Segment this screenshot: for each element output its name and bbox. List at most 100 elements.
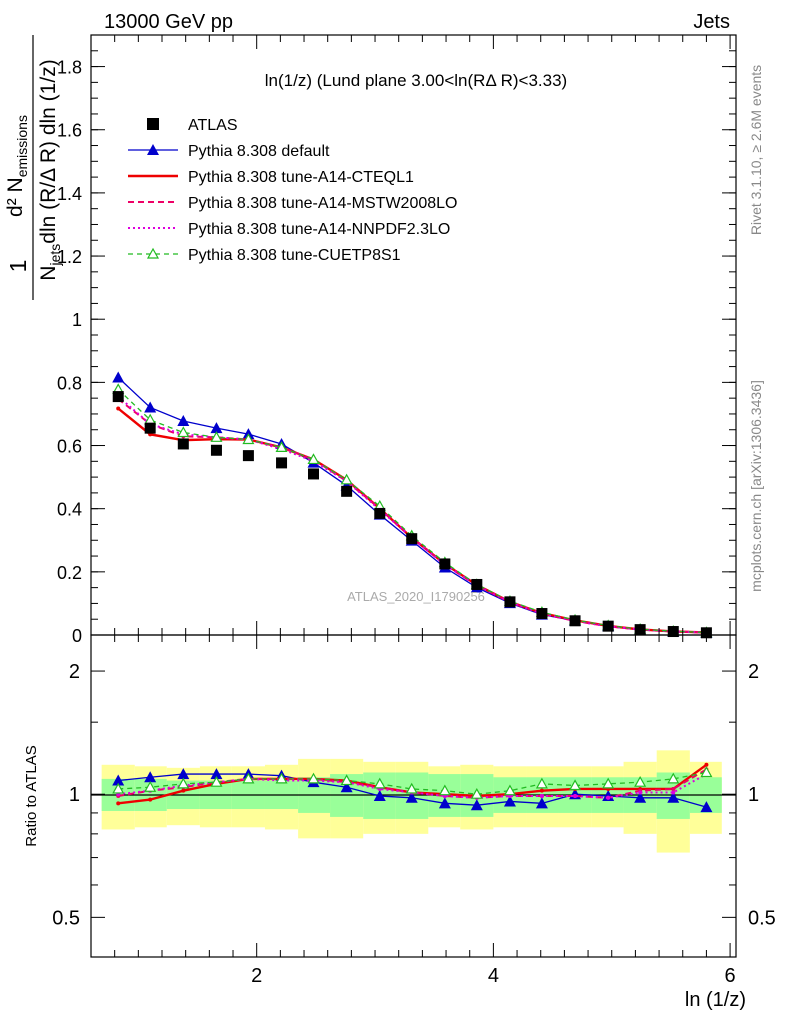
ratio-point-default [373,789,386,801]
series-point-default [144,401,157,413]
legend-marker-data [147,118,159,130]
ratio-point-cuetp8s1 [177,777,190,789]
data-point-atlas [144,422,156,434]
ratio-point-default [144,771,157,783]
legend-label: Pythia 8.308 tune-A14-MSTW2008LO [188,195,457,212]
ratio-panel: 2 4 6 0.5 0.5 1 1 2 2 [52,634,776,987]
series-point-cuetp8s1 [340,473,353,485]
ratio-point-cuetp8s1 [275,772,288,784]
legend-label: Pythia 8.308 default [188,143,330,160]
ratio-point-cuetp8s1 [307,772,320,784]
ratio-point-cuetp8s1 [667,772,680,784]
ratio-point-cteql1 [539,788,544,793]
ratio-point-cteql1 [116,801,121,806]
y-tick-label: 0.6 [57,437,82,457]
ratio-point-cuetp8s1 [535,777,548,789]
ratio-point-default [112,774,125,786]
ratio-point-default [470,799,483,811]
y-tick-label: 1 [72,310,82,330]
data-point-atlas [374,507,386,519]
series-point-cuetp8s1 [275,441,288,453]
ratio-point-default [700,801,713,813]
data-point-atlas [406,533,418,545]
header-right: Jets [693,11,730,33]
data-point-atlas [177,438,189,450]
legend-label: Pythia 8.308 tune-A14-CTEQL1 [188,169,414,186]
x-tick-label: 6 [725,965,736,987]
ratio-tick-label-right: 0.5 [748,907,776,929]
legend-label: Pythia 8.308 tune-CUETP8S1 [188,247,401,264]
legend-marker-default [147,144,159,155]
series-point-default [112,371,125,383]
ratio-point-cuetp8s1 [503,784,516,796]
mcplots-label: mcplots.cern.ch [arXiv:1306.3436] [748,380,764,592]
x-tick-label: 2 [251,965,262,987]
series-point-default [177,415,190,427]
legend-label: Pythia 8.308 tune-A14-NNPDF2.3LO [188,221,450,238]
data-point-atlas [439,558,451,570]
ratio-point-nnpdf [638,790,643,795]
data-point-atlas [569,615,581,627]
data-point-atlas [276,457,288,469]
data-point-atlas [242,450,254,462]
data-point-atlas [112,391,124,403]
chart-title: ln(1/z) (Lund plane 3.00<ln(RΔ R)<3.33) [265,71,567,90]
ratio-tick-label-left: 2 [69,661,80,683]
analysis-id: ATLAS_2020_I1790256 [347,589,485,604]
y-tick-label: 1.6 [57,121,82,141]
y-label-1: 1 [5,260,31,273]
ratio-frame [90,634,737,958]
y-tick-label: 0.4 [57,500,82,520]
series-point-cuetp8s1 [177,426,190,438]
ratio-point-nnpdf [573,793,578,798]
ratio-point-default [503,795,516,807]
ratio-point-cuetp8s1 [438,784,451,796]
series-point-cuetp8s1 [210,431,223,442]
series-point-default [210,422,223,434]
ratio-point-cuetp8s1 [634,775,647,787]
ratio-tick-label-right: 1 [748,784,759,806]
ratio-point-cuetp8s1 [144,781,157,792]
ratio-point-default [667,791,680,803]
ratio-point-cuetp8s1 [405,782,418,794]
ratio-tick-label-left: 1 [69,784,80,806]
main-panel: 0 0.2 0.4 0.6 0.8 1 1.2 1.4 1.6 1.8 ATLAS_2020_I1… [57,34,737,646]
data-point-atlas [536,608,548,620]
ratio-point-nnpdf [606,795,611,800]
ratio-point-cteql1 [181,788,186,793]
ratio-point-cuetp8s1 [112,782,125,794]
ratio-point-nnpdf [539,793,544,798]
y-tick-label: 0.8 [57,373,82,393]
ratio-point-cuetp8s1 [602,777,615,789]
data-point-atlas [210,444,222,456]
ratio-point-cuetp8s1 [242,772,255,784]
legend-marker-cuetp8s1 [146,247,160,259]
data-point-atlas [307,468,319,480]
header-left: 13000 GeV pp [104,11,233,33]
data-point-atlas [504,596,516,608]
ratio-point-cuetp8s1 [470,787,483,799]
series-point-cuetp8s1 [307,453,320,465]
ratio-point-cuetp8s1 [373,777,386,789]
ratio-point-cuetp8s1 [700,766,713,778]
ratio-point-default [438,797,451,809]
y-tick-label: 0 [72,626,82,646]
y-label-denominator: Njetsdln (R/Δ R) dln (1/z) [37,59,63,280]
ratio-point-cuetp8s1 [340,774,353,786]
ratio-point-default [177,768,190,780]
y-tick-label: 1.2 [57,247,82,267]
series-point-cuetp8s1 [242,433,255,445]
ratio-point-default [340,781,353,793]
ratio-tick-label-right: 2 [748,661,759,683]
legend-label: ATLAS [188,117,238,134]
ratio-point-default [535,797,548,809]
data-point-atlas [341,485,353,497]
data-point-atlas [634,624,646,636]
ratio-point-default [405,791,418,803]
ratio-point-mstw [671,786,676,791]
x-tick-label: 4 [488,965,499,987]
data-point-atlas [667,626,679,638]
ratio-tick-label-left: 0.5 [52,907,80,929]
series-point-cteql1 [116,406,121,411]
